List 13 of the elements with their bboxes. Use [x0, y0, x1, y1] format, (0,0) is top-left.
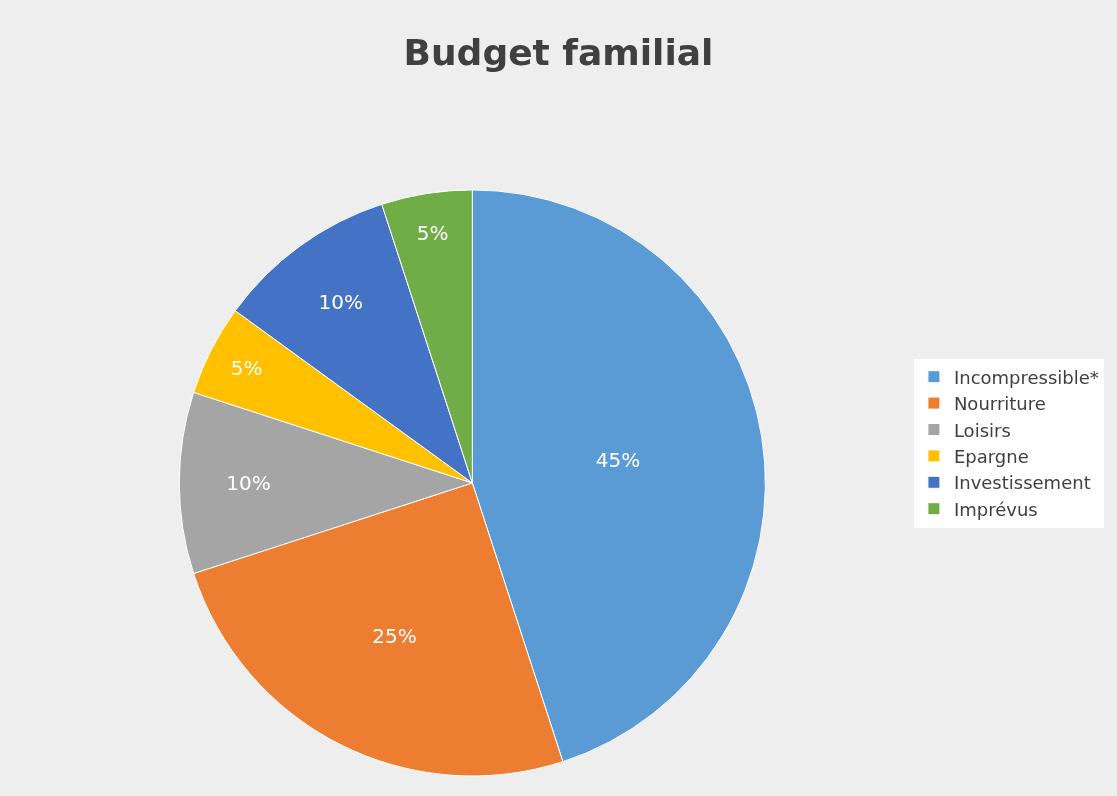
legend-label: Imprévus	[953, 498, 1038, 520]
chart-title: Budget familial	[403, 32, 714, 73]
data-label: 10%	[226, 470, 271, 495]
data-label: 5%	[416, 220, 449, 245]
data-label: 5%	[230, 355, 263, 380]
legend-label: Epargne	[953, 445, 1029, 467]
data-label: 45%	[595, 447, 641, 472]
data-label: 25%	[372, 623, 417, 648]
legend-label: Investissement	[953, 472, 1091, 494]
data-label: 10%	[318, 289, 363, 314]
legend-label: Loisirs	[953, 419, 1011, 441]
legend-label: Incompressible*	[953, 366, 1099, 388]
legend-label: Nourriture	[953, 393, 1046, 415]
